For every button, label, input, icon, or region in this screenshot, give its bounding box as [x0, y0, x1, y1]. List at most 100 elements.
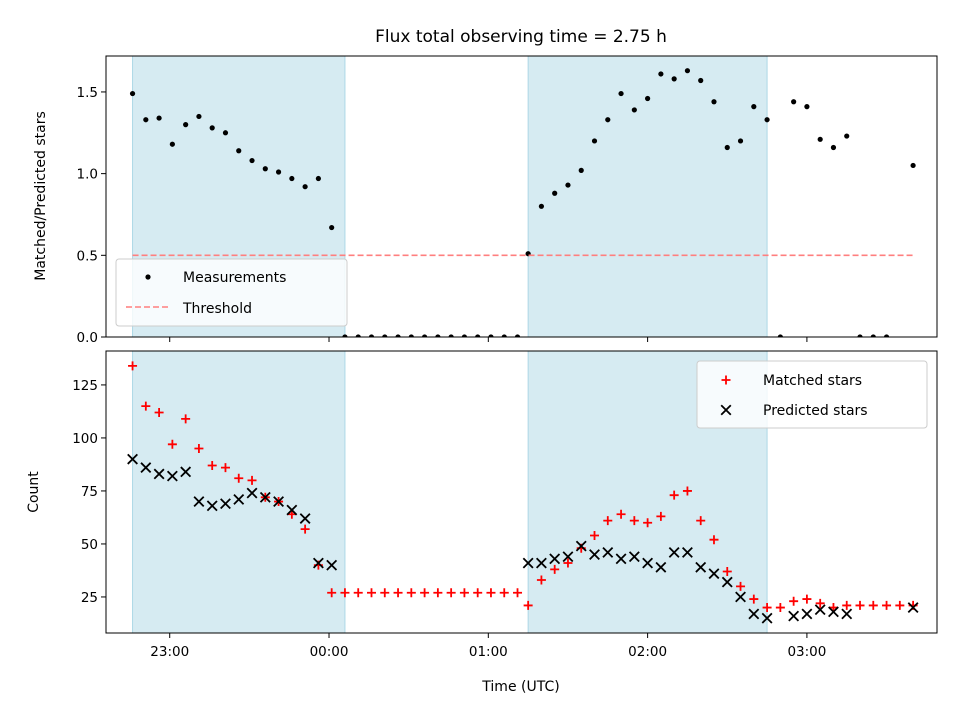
data-point: [658, 71, 664, 77]
data-point: [907, 602, 919, 613]
data-point: [681, 546, 693, 558]
data-point: [128, 361, 138, 371]
data-point: [565, 182, 571, 188]
data-point: [910, 162, 916, 169]
data-point: [749, 594, 759, 604]
data-point: [156, 115, 162, 121]
data-point: [127, 453, 138, 465]
data-point: [342, 334, 348, 337]
data-point: [421, 334, 428, 337]
data-point: [461, 334, 468, 337]
data-point: [802, 594, 812, 604]
data-point: [578, 167, 584, 173]
top-y-axis-label: Matched/Predicted stars: [33, 111, 49, 281]
data-point: [300, 524, 310, 534]
data-point: [629, 516, 639, 526]
data-point: [196, 113, 202, 120]
data-point: [709, 535, 719, 545]
data-point: [153, 468, 165, 480]
data-point: [751, 104, 757, 110]
data-point: [698, 77, 704, 84]
data-point: [246, 487, 258, 499]
data-point: [535, 557, 547, 569]
bottom-y-axis-label: Count: [26, 471, 42, 513]
data-point: [549, 553, 561, 565]
legend-label: Predicted stars: [763, 403, 868, 419]
y-tick-label: 1.0: [77, 167, 98, 183]
data-point: [883, 334, 890, 337]
data-point: [234, 473, 244, 483]
data-point: [828, 606, 839, 618]
data-point: [166, 470, 178, 482]
data-point: [748, 608, 760, 620]
data-point: [209, 125, 215, 131]
bottom-panel: 25 50 75 100 125 23:00 00:00 01:00 02:00 03:00 Mat…: [72, 350, 938, 660]
y-tick-label: 1.5: [77, 85, 98, 101]
plot-area: [129, 68, 916, 337]
data-point: [895, 600, 905, 610]
data-point: [169, 141, 175, 147]
data-point: [721, 576, 733, 588]
data-point: [684, 68, 691, 74]
data-point: [735, 591, 746, 603]
shaded-interval: [132, 350, 346, 634]
data-point: [473, 588, 483, 598]
data-point: [842, 600, 852, 610]
data-point: [395, 334, 401, 337]
data-point: [275, 169, 282, 175]
axes-frame: [105, 350, 938, 634]
legend-box: [115, 258, 348, 327]
data-point: [382, 334, 388, 337]
data-point: [486, 588, 496, 598]
data-point: [656, 511, 666, 521]
data-point: [870, 334, 876, 337]
data-point: [855, 600, 865, 610]
data-point: [154, 407, 164, 417]
data-point: [233, 493, 245, 505]
legend-marker: [721, 375, 731, 385]
data-point: [289, 175, 295, 182]
legend-marker: [145, 274, 151, 280]
data-point: [523, 600, 533, 610]
data-point: [844, 133, 850, 139]
data-point: [668, 546, 680, 558]
data-point: [642, 557, 654, 569]
data-point: [815, 598, 825, 608]
data-point: [804, 104, 810, 110]
data-point: [327, 588, 337, 598]
data-point: [814, 604, 826, 616]
data-point: [222, 130, 229, 136]
data-point: [513, 588, 523, 598]
legend-box: [696, 360, 928, 429]
data-point: [602, 546, 614, 558]
data-point: [140, 462, 152, 474]
x-tick-label: 23:00: [150, 644, 189, 660]
x-tick-label: 03:00: [787, 644, 826, 660]
data-point: [736, 581, 746, 591]
y-tick-label: 50: [81, 537, 98, 553]
data-point: [380, 588, 390, 598]
data-point: [514, 334, 521, 337]
data-point: [129, 90, 136, 97]
data-point: [711, 99, 717, 105]
data-point: [501, 334, 507, 337]
x-axis-label: Time (UTC): [481, 679, 559, 695]
data-point: [695, 561, 707, 573]
data-point: [368, 334, 375, 337]
data-point: [302, 184, 308, 190]
data-point: [315, 175, 321, 182]
data-point: [420, 588, 430, 598]
data-point: [882, 600, 892, 610]
data-point: [764, 117, 770, 123]
data-point: [167, 439, 177, 449]
data-point: [801, 608, 813, 620]
data-point: [433, 588, 443, 598]
data-point: [762, 603, 772, 613]
legend-label: Measurements: [183, 270, 286, 286]
data-point: [220, 498, 231, 510]
data-point: [589, 549, 600, 560]
data-point: [475, 334, 481, 337]
data-point: [329, 224, 335, 231]
plot-area: [127, 361, 919, 624]
data-point: [459, 588, 469, 598]
